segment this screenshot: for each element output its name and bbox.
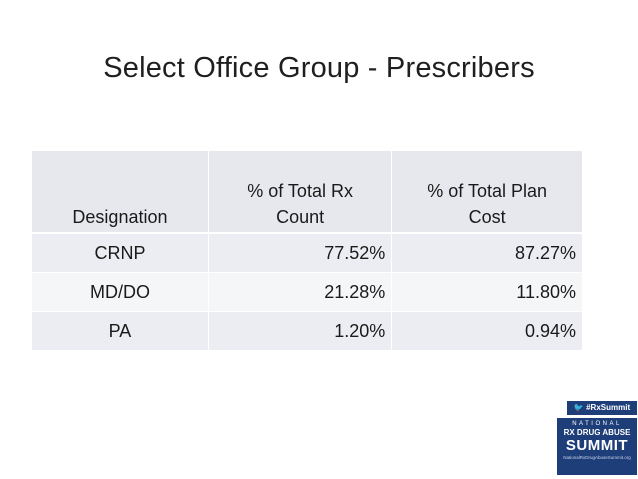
twitter-bird-icon: 🐦	[573, 403, 584, 412]
cell-rx-count: 77.52%	[208, 234, 393, 273]
cell-designation: PA	[32, 312, 209, 351]
logo-line1: NATIONAL	[572, 421, 622, 427]
header-plan-cost: % of Total Plan Cost	[392, 151, 582, 234]
header-rx-count-line2: Count	[276, 207, 325, 227]
cell-designation: CRNP	[32, 234, 209, 273]
header-rx-count-line1: % of Total Rx	[247, 181, 353, 201]
header-designation: Designation	[32, 151, 209, 234]
cell-plan-cost: 11.80%	[392, 273, 582, 312]
header-rx-count: % of Total Rx Count	[208, 151, 393, 234]
cell-rx-count: 1.20%	[208, 312, 393, 351]
cell-plan-cost: 0.94%	[392, 312, 582, 351]
cell-rx-count: 21.28%	[208, 273, 393, 312]
summit-badge: NATIONAL RX DRUG ABUSE SUMMIT NationalRx…	[557, 418, 637, 475]
table-row: PA 1.20% 0.94%	[32, 312, 582, 351]
table-row: CRNP 77.52% 87.27%	[32, 234, 582, 273]
logo-line3: SUMMIT	[565, 437, 629, 454]
summit-logo: 🐦 #RxSummit NATIONAL RX DRUG ABUSE SUMMI…	[557, 401, 637, 475]
hashtag-banner: 🐦 #RxSummit	[567, 401, 637, 415]
header-plan-cost-line1: % of Total Plan	[427, 181, 548, 201]
cell-designation: MD/DO	[32, 273, 209, 312]
table-header-row: Designation % of Total Rx Count % of Tot…	[32, 151, 582, 234]
table-row: MD/DO 21.28% 11.80%	[32, 273, 582, 312]
header-plan-cost-line2: Cost	[468, 207, 506, 227]
cell-plan-cost: 87.27%	[392, 234, 582, 273]
logo-url: NationalRxDrugAbuseSummit.org	[563, 455, 631, 460]
hashtag-text: #RxSummit	[586, 403, 631, 412]
logo-line2: RX DRUG ABUSE	[563, 428, 631, 437]
slide-title: Select Office Group - Prescribers	[103, 52, 535, 84]
prescribers-table: Designation % of Total Rx Count % of Tot…	[32, 151, 582, 351]
